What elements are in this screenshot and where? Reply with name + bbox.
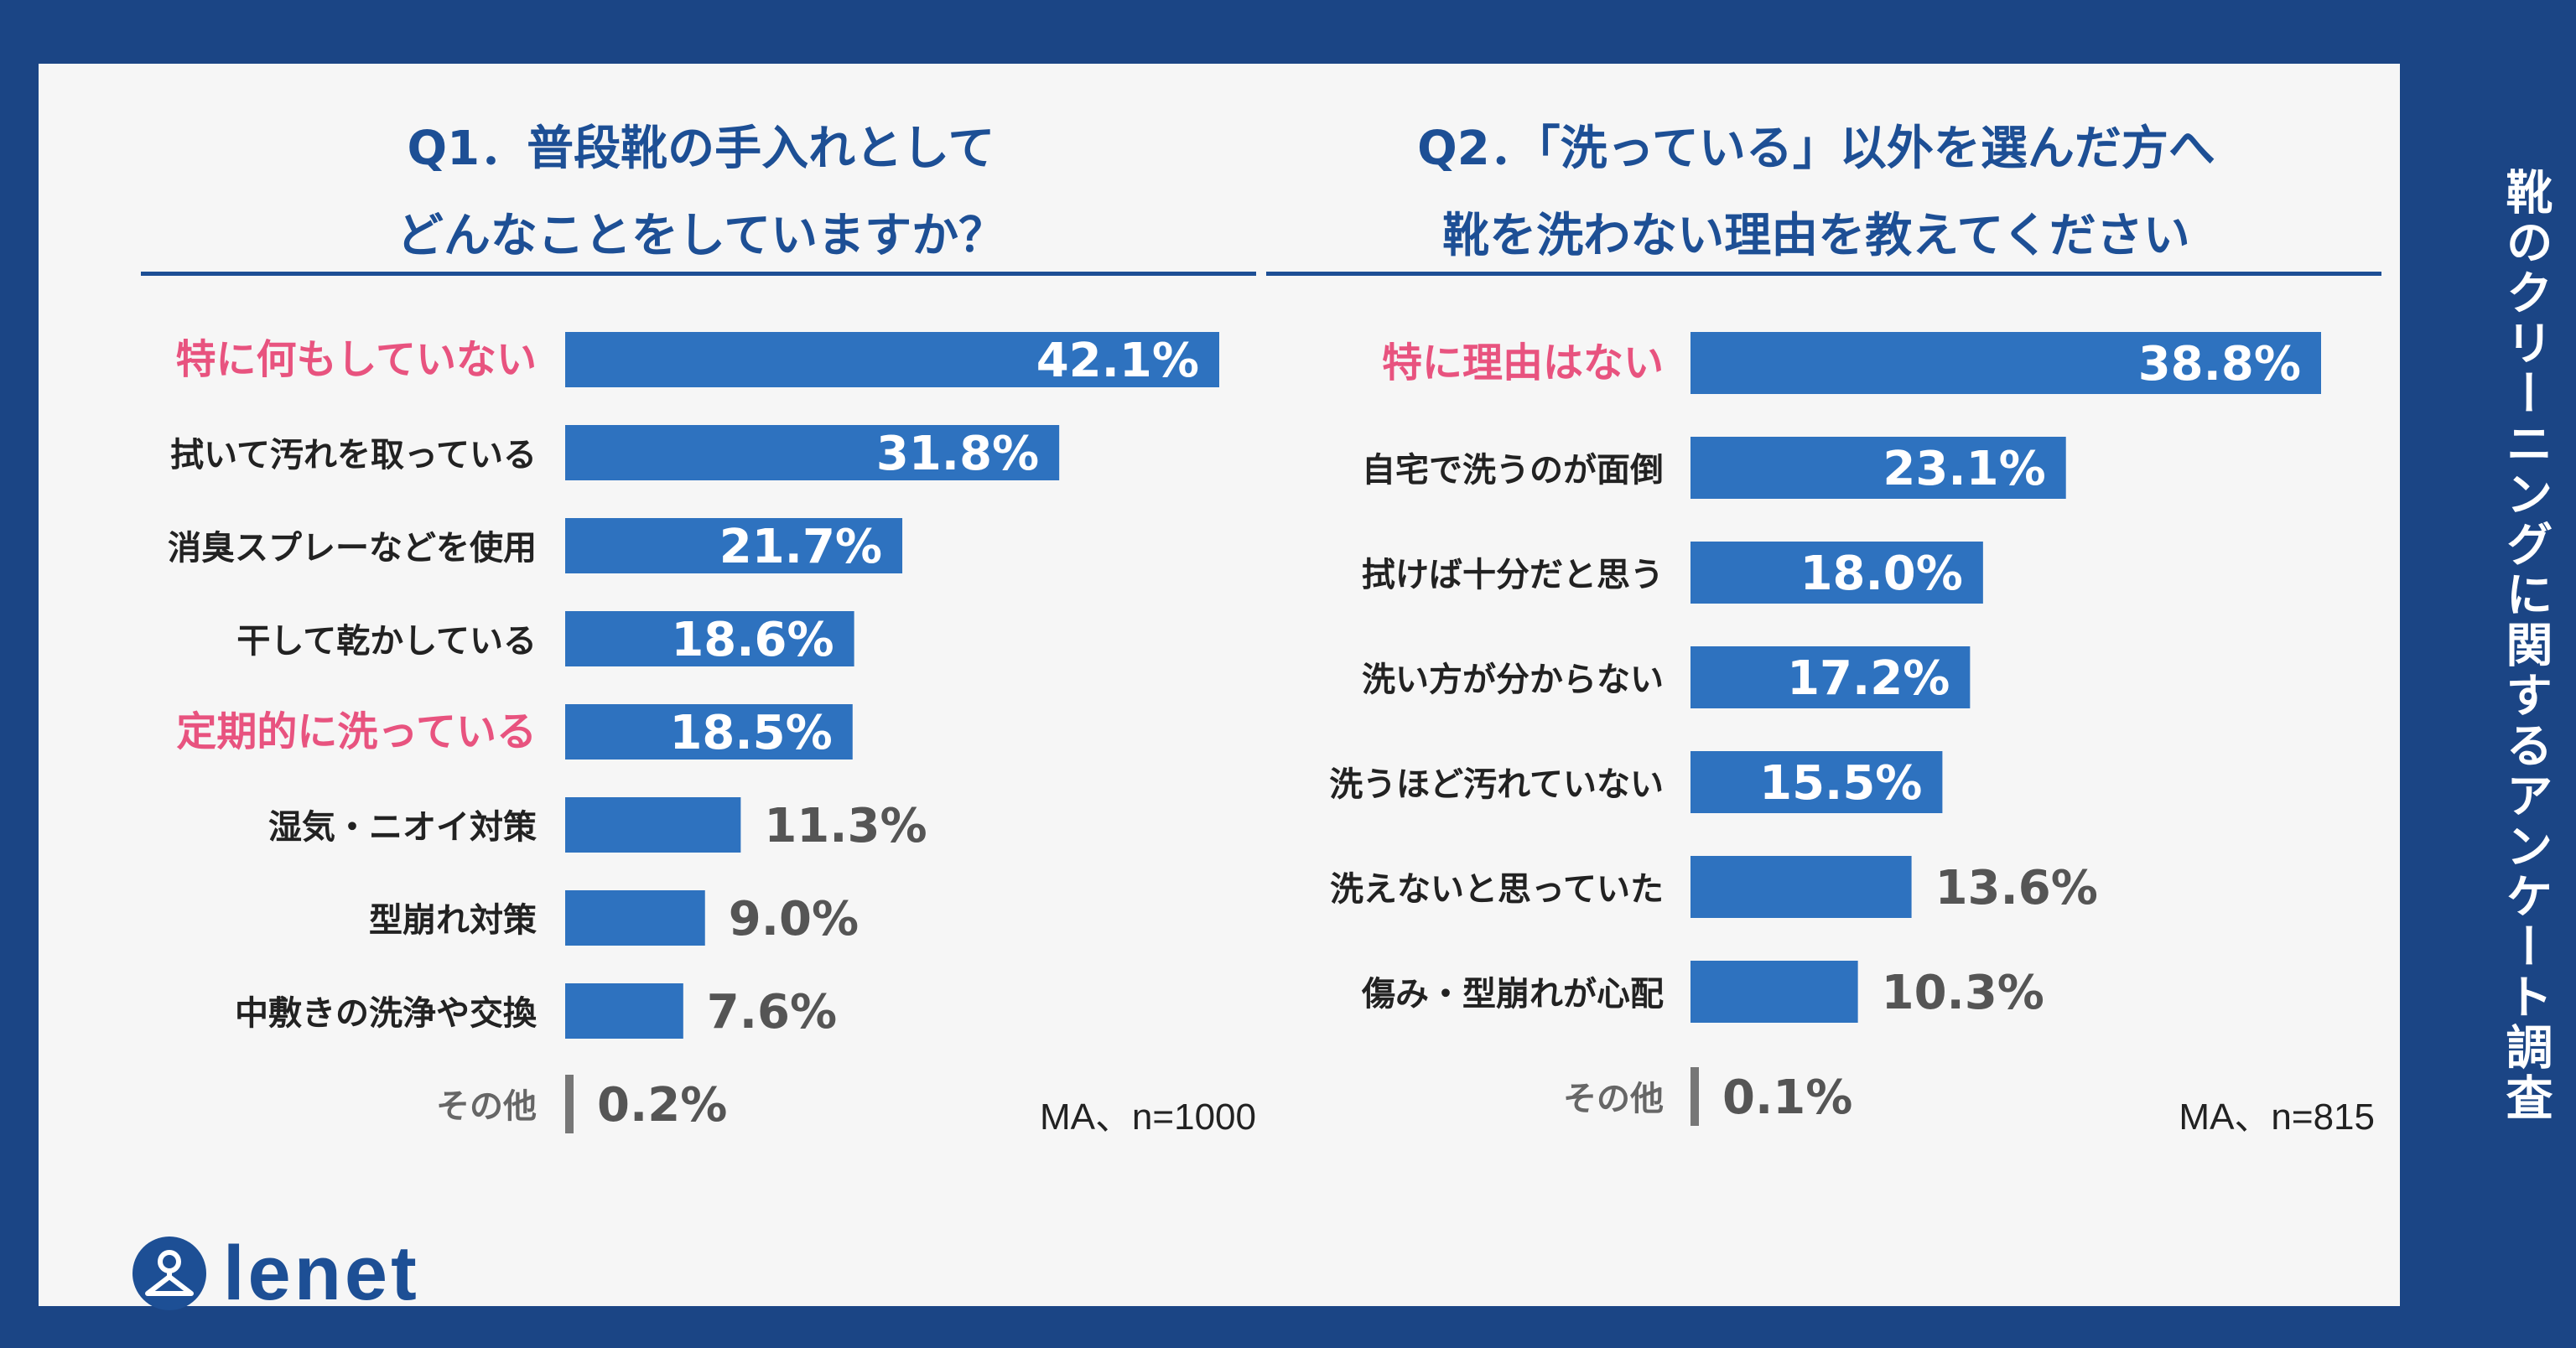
q1-bar	[565, 890, 705, 946]
q2-title: Q2．「洗っている」以外を選んだ方へ 靴を洗わない理由を教えてください	[1263, 106, 2370, 280]
q1-category-label: 干して乾かしている	[236, 622, 537, 661]
q2-bar	[1690, 751, 1943, 813]
q2-value-label: 15.5%	[1759, 756, 1922, 811]
q1-bar	[565, 797, 741, 853]
q1-title: Q1．普段靴の手入れとして どんなことをしていますか？	[148, 106, 1254, 280]
q1-value-label: 0.2%	[597, 1078, 727, 1133]
q2-bar	[1690, 542, 1983, 604]
q1-title-line-2: どんなことをしていますか？	[396, 209, 1006, 263]
lenet-logo-icon	[132, 1237, 206, 1310]
q2-category-label: 拭けば十分だと思う	[1362, 556, 1664, 594]
q1-category-label: 湿気・ニオイ対策	[268, 808, 537, 847]
q1-value-label: 18.5%	[669, 706, 832, 760]
q1-bar	[565, 1075, 574, 1133]
q2-value-label: 10.3%	[1882, 966, 2044, 1020]
q2-category-label: 洗うほど汚れていない	[1329, 765, 1664, 804]
q2-value-label: 0.1%	[1722, 1071, 1852, 1125]
q1-bar-chart: 特に何もしていない 42.1% 拭いて汚れを取っている 31.8% 消臭スプレーなどを使…	[168, 332, 1219, 1133]
q2-category-label: その他	[1563, 1080, 1664, 1118]
q2-category-label: 自宅で洗うのが面倒	[1362, 451, 1664, 490]
q2-title-line-2: 靴を洗わない理由を教えてください	[1442, 209, 2190, 263]
q1-category-label: その他	[436, 1087, 537, 1126]
q1-bar	[565, 611, 854, 666]
q2-value-label: 18.0%	[1800, 547, 1963, 601]
q2-bar-chart: 特に理由はない 38.8% 自宅で洗うのが面倒 23.1% 拭けば十分だと思う 18.0%…	[1329, 332, 2321, 1126]
q1-value-label: 42.1%	[1036, 334, 1199, 388]
q2-category-label: 特に理由はない	[1382, 340, 1664, 386]
q1-category-label: 中敷きの洗浄や交換	[235, 994, 538, 1033]
q1-bar	[565, 332, 1219, 387]
survey-card: Q1．普段靴の手入れとして どんなことをしていますか？ 特に何もしていない 42.…	[39, 64, 2400, 1314]
q2-value-label: 17.2%	[1787, 651, 1950, 706]
q2-bar	[1690, 961, 1858, 1023]
q2-category-label: 洗い方が分からない	[1362, 661, 1664, 699]
q2-bar	[1690, 856, 1912, 918]
q1-category-label: 消臭スプレーなどを使用	[168, 529, 537, 568]
q1-value-label: 31.8%	[876, 427, 1039, 481]
q2-bar	[1690, 332, 2321, 394]
q2-bar	[1690, 1067, 1699, 1126]
q1-title-line-1: Q1．普段靴の手入れとして	[407, 122, 995, 176]
q1-sample-note: MA、n=1000	[1039, 1097, 1256, 1138]
q2-category-label: 傷み・型崩れが心配	[1361, 975, 1664, 1014]
q1-value-label: 21.7%	[719, 520, 882, 574]
q2-value-label: 13.6%	[1935, 861, 2098, 915]
q1-value-label: 9.0%	[729, 892, 859, 946]
q2-value-label: 23.1%	[1883, 442, 2045, 496]
q1-value-label: 7.6%	[707, 985, 837, 1040]
q1-title-rule	[141, 272, 1256, 276]
q1-value-label: 11.3%	[764, 799, 927, 853]
q2-sample-note: MA、n=815	[2179, 1097, 2375, 1138]
q1-category-label: 拭いて汚れを取っている	[170, 436, 537, 474]
q2-category-label: 洗えないと思っていた	[1330, 870, 1664, 909]
side-title: 靴のクリーニングに関するアンケート調査	[2498, 168, 2553, 1123]
q2-bar	[1690, 437, 2066, 499]
q1-bar	[565, 518, 903, 573]
lenet-logo-text: lenet	[223, 1231, 420, 1316]
q1-bar	[565, 704, 853, 760]
q1-category-label: 定期的に洗っている	[176, 708, 537, 755]
q1-bar	[565, 983, 683, 1039]
q2-title-rule	[1266, 272, 2381, 276]
q2-title-line-1: Q2．「洗っている」以外を選んだ方へ	[1417, 122, 2215, 176]
q1-category-label: 型崩れ対策	[369, 901, 537, 940]
q1-category-label: 特に何もしていない	[175, 336, 537, 383]
q1-value-label: 18.6%	[671, 613, 834, 667]
q2-value-label: 38.8%	[2138, 337, 2301, 391]
q1-bar	[565, 425, 1060, 480]
q2-bar	[1690, 646, 1971, 708]
